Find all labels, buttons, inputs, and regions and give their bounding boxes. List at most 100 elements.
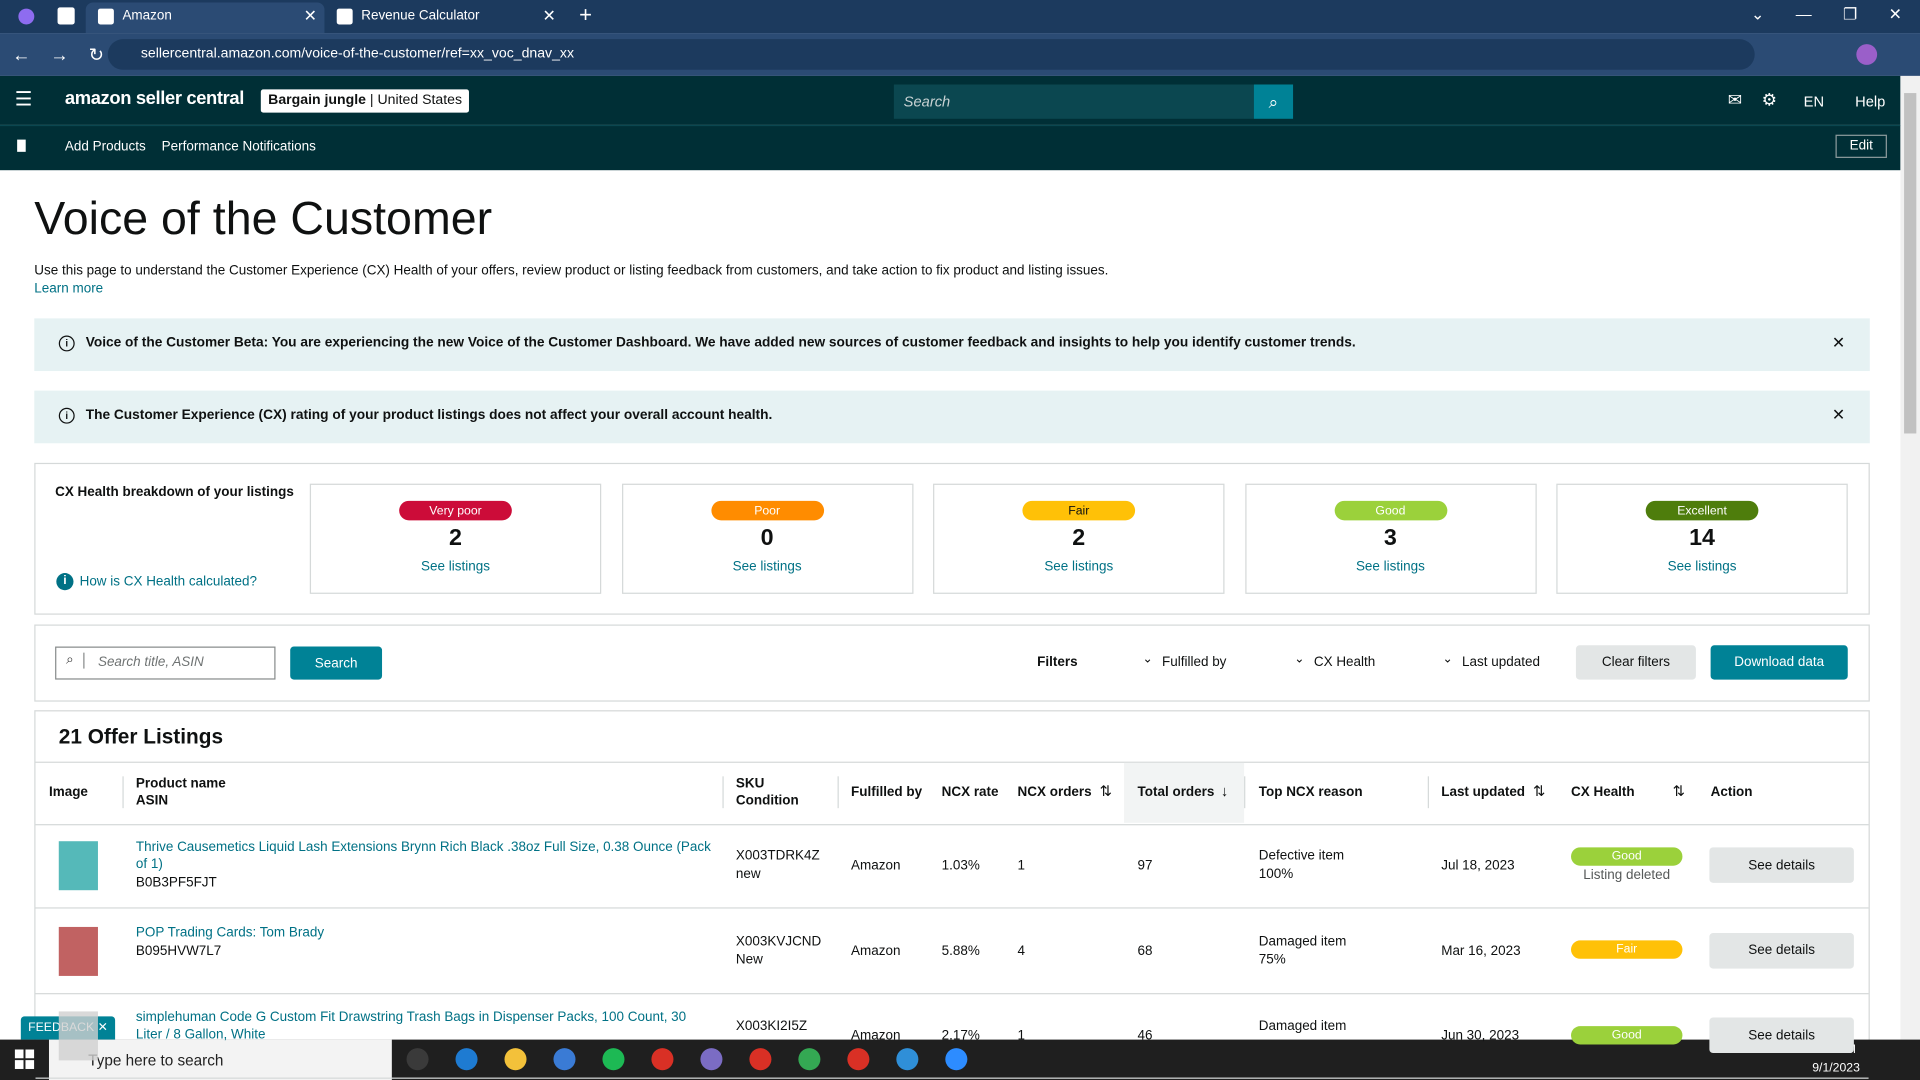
taskbar-search-text: Type here to search	[88, 1051, 224, 1069]
see-listings[interactable]: See listings	[1355, 559, 1425, 575]
header-search-button[interactable]: ⌕	[1253, 84, 1294, 119]
tab-title[interactable]: Revenue Calculator	[361, 8, 480, 24]
taskbar-app[interactable]	[602, 1048, 625, 1071]
store-selector[interactable]: Bargain jungle | United States	[260, 89, 470, 113]
search-placeholder: Search title, ASIN	[97, 655, 204, 670]
tab-icon[interactable]	[18, 8, 35, 25]
last-updated: Mar 16, 2023	[1441, 943, 1521, 959]
page-description: Use this page to understand the Customer…	[34, 263, 1109, 278]
dropdown-caret: ⌄	[1442, 652, 1453, 667]
taskbar-app[interactable]	[553, 1048, 576, 1071]
alert-close[interactable]: ✕	[1831, 333, 1846, 352]
ncx-reason: Damaged item	[1258, 933, 1347, 949]
see-listings[interactable]: See listings	[732, 559, 802, 575]
taskbar-app[interactable]	[651, 1048, 674, 1071]
search-button[interactable]: Search	[290, 646, 383, 680]
product-name[interactable]: simplehuman Code G Custom Fit Drawstring…	[135, 1010, 687, 1043]
asin: B095HVW7L7	[135, 943, 222, 959]
see-details[interactable]: See details	[1709, 847, 1854, 883]
taskbar-app[interactable]	[700, 1048, 723, 1071]
column-header: NCX rate	[941, 784, 999, 800]
tab-title[interactable]: Amazon	[122, 8, 172, 24]
taskbar-app[interactable]	[504, 1048, 527, 1071]
see-details[interactable]: See details	[1709, 932, 1854, 968]
column-header: Image	[48, 784, 88, 800]
condition: New	[735, 952, 763, 967]
cx-health-panel	[34, 462, 1870, 615]
ncx-reason: Defective item	[1258, 848, 1345, 864]
tab-close[interactable]: ✕	[303, 6, 318, 25]
dropdown[interactable]: Last updated	[1462, 655, 1540, 670]
health-pill: Poor	[710, 500, 824, 521]
sort-icon[interactable]: ⇅	[1099, 782, 1112, 800]
sorted-column-bg	[1124, 762, 1245, 823]
product-name[interactable]: POP Trading Cards: Tom Brady	[135, 925, 325, 940]
sku: X003TDRK4Z	[735, 848, 820, 864]
nav-link[interactable]: Add Products	[64, 139, 146, 155]
scrollbar-thumb[interactable]	[1904, 93, 1917, 434]
see-listings[interactable]: See listings	[421, 559, 490, 575]
sort-icon[interactable]: ⇅	[1533, 782, 1546, 800]
taskbar-app[interactable]	[406, 1048, 429, 1071]
new-tab[interactable]: +	[579, 2, 593, 27]
window-controls[interactable]: ⌄ — ❐ ✕	[1751, 4, 1902, 24]
help[interactable]: Help	[1855, 93, 1886, 111]
logo[interactable]: amazon seller central	[64, 88, 245, 109]
header-icons[interactable]: ✉ ⚙	[1727, 89, 1777, 109]
tab-favicon	[336, 8, 353, 25]
alert-close[interactable]: ✕	[1831, 405, 1846, 424]
taskbar-app[interactable]	[896, 1048, 919, 1071]
alert	[34, 318, 1870, 372]
see-listings[interactable]: See listings	[1667, 559, 1737, 575]
taskbar-app[interactable]	[847, 1048, 870, 1071]
cx-help-link[interactable]: How is CX Health calculated?	[79, 574, 258, 589]
column-header: Top NCX reason	[1258, 784, 1363, 800]
header-search[interactable]	[893, 84, 1254, 119]
clear-filters[interactable]: Clear filters	[1575, 645, 1696, 680]
taskbar-date: 9/1/2023	[1812, 1061, 1860, 1076]
language[interactable]: EN	[1803, 93, 1825, 111]
cx-count: 2	[449, 525, 462, 552]
cx-health-title: CX Health breakdown of your listings	[55, 484, 294, 500]
filters-label: Filters	[1037, 655, 1078, 670]
taskbar-app[interactable]	[798, 1048, 821, 1071]
tab-close[interactable]: ✕	[542, 6, 556, 25]
total-orders: 68	[1137, 943, 1153, 959]
address-text[interactable]: sellercentral.amazon.com/voice-of-the-cu…	[140, 46, 575, 62]
address-bar[interactable]	[107, 39, 1755, 70]
cx-count: 0	[760, 525, 774, 552]
active-tab[interactable]	[85, 2, 325, 34]
sort-icon[interactable]: ⇅	[1672, 782, 1685, 800]
sort-icon[interactable]: ↓	[1220, 782, 1229, 800]
see-details[interactable]: See details	[1709, 1017, 1854, 1054]
menu-icon[interactable]: ☰	[14, 89, 33, 111]
ncx-reason-pct: 100%	[1258, 866, 1294, 882]
see-listings[interactable]: See listings	[1044, 559, 1114, 575]
taskbar-app[interactable]	[945, 1048, 968, 1071]
tab-icon[interactable]	[57, 7, 75, 25]
alert-icon: i	[58, 335, 75, 352]
product-name[interactable]: Thrive Causemetics Liquid Lash Extension…	[135, 840, 711, 872]
sku: X003KVJCND	[735, 933, 822, 949]
health-pill: Good	[1571, 847, 1683, 866]
taskbar-app[interactable]	[455, 1048, 478, 1071]
profile-avatar[interactable]	[1856, 44, 1878, 65]
table-header-bg	[35, 761, 1869, 826]
bookmark-icon[interactable]	[17, 139, 26, 152]
search-input[interactable]	[55, 646, 276, 680]
edit-button[interactable]: Edit	[1835, 134, 1887, 158]
nav-buttons[interactable]: ← → ↻	[12, 45, 104, 67]
download-data[interactable]: Download data	[1710, 645, 1848, 680]
learn-more[interactable]: Learn more	[34, 281, 104, 297]
dropdown[interactable]: Fulfilled by	[1162, 655, 1227, 670]
dropdown[interactable]: CX Health	[1313, 655, 1376, 670]
health-pill: Fair	[1571, 940, 1683, 959]
cx-card	[1244, 483, 1537, 594]
taskbar-app[interactable]	[749, 1048, 772, 1071]
column-header: Action	[1710, 784, 1753, 800]
cx-count: 14	[1689, 525, 1715, 552]
column-header: Last updated	[1441, 784, 1526, 800]
taskbar-search[interactable]	[48, 1039, 392, 1080]
product-image	[58, 926, 98, 976]
nav-link[interactable]: Performance Notifications	[161, 139, 316, 155]
